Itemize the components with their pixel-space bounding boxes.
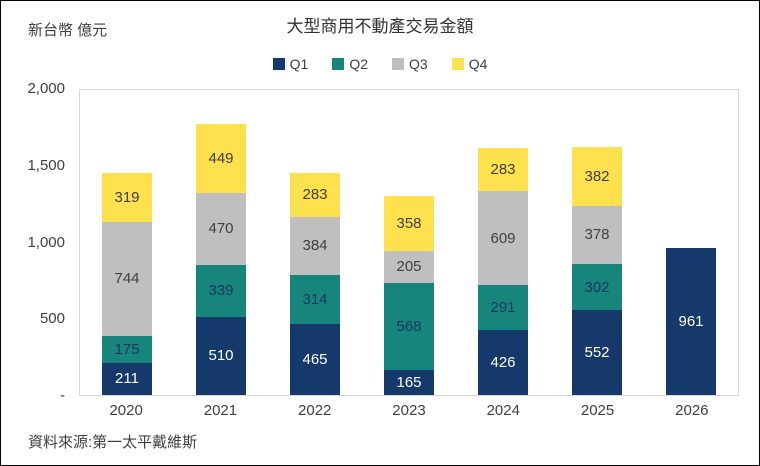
bar-segment-q3-2024: 609	[478, 191, 528, 285]
bar-segment-label: 382	[584, 168, 610, 186]
bar-2022: 465 314 384 283	[290, 173, 340, 395]
legend-label: Q4	[468, 56, 488, 72]
bar-segment-label: 961	[678, 312, 704, 330]
bar-column-2021: 510 339 470 449	[174, 90, 268, 395]
y-tick-label: 1,000	[27, 233, 65, 251]
bar-segment-label: 384	[302, 237, 328, 255]
bar-segment-q1-2020: 211	[102, 362, 152, 395]
bar-segment-label: 339	[208, 282, 234, 300]
x-tick-label-2020: 2020	[109, 402, 143, 419]
bar-segment-q4-2024: 283	[478, 148, 528, 192]
legend: Q1 Q2 Q3 Q4	[1, 56, 759, 72]
bar-segment-q4-2020: 319	[102, 172, 152, 222]
legend-swatch-icon	[392, 58, 404, 70]
bar-segment-q4-2021: 449	[196, 123, 246, 193]
bar-segment-q3-2021: 470	[196, 192, 246, 265]
bar-segment-label: 449	[208, 149, 234, 167]
bar-segment-q4-2025: 382	[572, 147, 622, 206]
bar-segment-label: 319	[114, 188, 140, 206]
bar-segment-q3-2022: 384	[290, 216, 340, 276]
legend-swatch-icon	[332, 58, 345, 70]
bar-segment-q1-2021: 510	[196, 316, 246, 395]
bars-row: 211 175 744 319 510 339 470 449 465 314 384 283 165 5…	[80, 90, 738, 395]
legend-item-q2: Q2	[332, 56, 368, 72]
legend-item-q1: Q1	[272, 56, 309, 72]
bar-segment-q3-2025: 378	[572, 205, 622, 264]
bar-segment-q2-2025: 302	[572, 263, 622, 311]
bar-segment-q2-2024: 291	[478, 284, 528, 330]
bar-segment-q2-2023: 568	[384, 282, 434, 370]
bar-segment-q3-2023: 205	[384, 251, 434, 283]
bar-column-2022: 465 314 384 283	[268, 90, 362, 395]
legend-label: Q2	[349, 56, 368, 72]
bar-segment-label: 568	[396, 317, 422, 335]
bar-segment-label: 302	[584, 278, 610, 296]
x-axis: 2020 2021 2022 2023 2024 2025 2026	[79, 401, 739, 421]
bar-segment-label: 609	[490, 229, 516, 247]
chart-title: 大型商用不動產交易金額	[286, 17, 474, 36]
bar-segment-label: 283	[302, 186, 328, 204]
x-tick-label-2025: 2025	[580, 402, 615, 419]
bar-segment-q1-2023: 165	[384, 369, 434, 395]
y-tick-label: 1,500	[27, 156, 65, 174]
bar-segment-q4-2023: 358	[384, 196, 434, 252]
bar-segment-label: 165	[396, 373, 422, 391]
bar-segment-label: 283	[490, 161, 516, 179]
bar-segment-label: 465	[302, 350, 328, 368]
bar-segment-q4-2022: 283	[290, 173, 340, 217]
bar-2026: 961	[666, 247, 716, 395]
bar-column-2023: 165 568 205 358	[362, 90, 456, 395]
x-tick-label-2024: 2024	[486, 402, 520, 419]
bar-segment-label: 552	[584, 344, 610, 362]
x-tick-label-2021: 2021	[203, 402, 238, 419]
legend-swatch-icon	[272, 58, 285, 70]
bar-segment-label: 510	[208, 347, 234, 365]
bar-column-2026: 961	[644, 90, 738, 395]
plot-area: 211 175 744 319 510 339 470 449 465 314 384 283 165 5…	[79, 89, 739, 396]
bar-segment-label: 744	[114, 270, 140, 288]
bar-column-2020: 211 175 744 319	[80, 90, 174, 395]
bar-segment-label: 378	[584, 226, 610, 244]
source-note: 資料來源:第一太平戴維斯	[28, 434, 198, 451]
x-tick-label-2022: 2022	[298, 402, 332, 419]
bar-segment-q1-2026: 961	[666, 247, 716, 395]
bar-2020: 211 175 744 319	[102, 172, 152, 395]
bar-segment-q3-2020: 744	[102, 221, 152, 336]
bar-2024: 426 291 609 283	[478, 148, 528, 395]
bar-segment-q2-2021: 339	[196, 264, 246, 317]
bar-segment-q2-2022: 314	[290, 275, 340, 324]
legend-item-q3: Q3	[392, 56, 428, 72]
bar-segment-label: 205	[396, 258, 422, 276]
bar-segment-q1-2024: 426	[478, 329, 528, 395]
x-tick-label-2026: 2026	[675, 402, 709, 419]
bar-column-2024: 426 291 609 283	[456, 90, 550, 395]
bar-2021: 510 339 470 449	[196, 123, 246, 395]
bar-segment-label: 175	[114, 340, 140, 358]
bar-segment-q1-2022: 465	[290, 323, 340, 395]
bar-2025: 552 302 378 382	[572, 147, 622, 395]
legend-item-q4: Q4	[451, 56, 488, 72]
bar-segment-label: 358	[396, 215, 422, 233]
bar-segment-label: 211	[115, 370, 139, 388]
bar-segment-q1-2025: 552	[572, 310, 622, 395]
y-tick-label: 2,000	[27, 80, 65, 97]
bar-segment-q2-2020: 175	[102, 335, 152, 363]
legend-label: Q3	[409, 56, 428, 72]
bar-column-2025: 552 302 378 382	[550, 90, 644, 395]
y-axis-unit-label: 新台幣 億元	[28, 22, 108, 39]
bar-segment-label: 426	[490, 353, 516, 371]
y-tick-label: -	[60, 387, 65, 404]
y-axis: 2,000 1,500 1,000 500 -	[1, 1, 65, 465]
legend-label: Q1	[289, 56, 309, 72]
bar-segment-label: 470	[208, 220, 234, 238]
x-tick-label-2023: 2023	[392, 402, 426, 419]
bar-segment-label: 291	[490, 298, 516, 316]
y-tick-label: 500	[39, 310, 65, 328]
legend-swatch-icon	[451, 58, 464, 70]
bar-segment-label: 314	[302, 291, 328, 309]
bar-2023: 165 568 205 358	[384, 196, 434, 395]
